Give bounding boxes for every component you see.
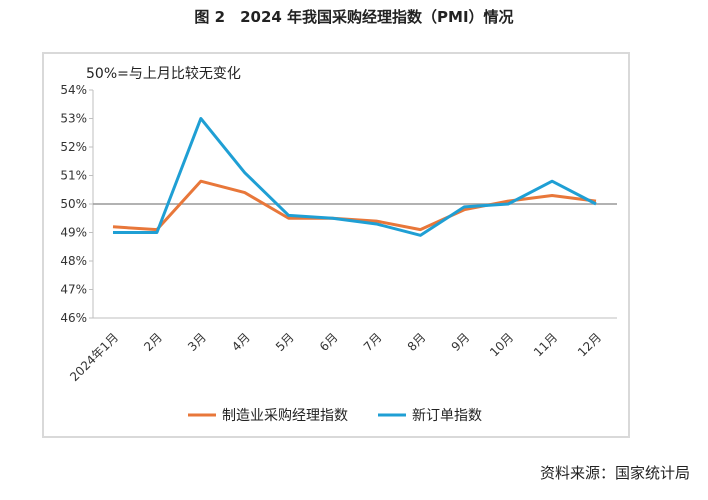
y-tick-label: 46%: [60, 311, 87, 325]
y-tick-label: 47%: [60, 283, 87, 297]
annotation: 50%=与上月比较无变化: [86, 66, 241, 82]
x-tick-label: 8月: [405, 330, 429, 354]
y-tick-label: 53%: [60, 112, 87, 126]
x-tick-label: 6月: [317, 330, 341, 354]
x-tick-label: 2024年1月: [67, 330, 121, 384]
y-tick-label: 48%: [60, 254, 87, 268]
legend-label: 新订单指数: [412, 408, 482, 424]
x-tick-label: 10月: [487, 330, 516, 359]
y-tick-label: 49%: [60, 226, 87, 240]
chart-frame: [42, 52, 630, 438]
y-tick-label: 54%: [60, 83, 87, 97]
x-tick-label: 11月: [531, 330, 560, 359]
x-tick-label: 7月: [361, 330, 385, 354]
source-note: 资料来源：国家统计局: [539, 464, 690, 482]
x-tick-label: 4月: [229, 330, 253, 354]
y-tick-label: 51%: [60, 169, 87, 183]
x-tick-label: 2月: [141, 330, 165, 354]
y-tick-label: 50%: [60, 197, 87, 211]
y-tick-label: 52%: [60, 140, 87, 154]
x-tick-label: 3月: [185, 330, 209, 354]
x-tick-label: 9月: [449, 330, 473, 354]
x-tick-label: 12月: [575, 330, 604, 359]
legend-label: 制造业采购经理指数: [222, 408, 348, 424]
chart-title: 图 2 2024 年我国采购经理指数（PMI）情况: [194, 8, 514, 26]
series-line-1: [113, 117, 597, 237]
x-tick-label: 5月: [273, 330, 297, 354]
